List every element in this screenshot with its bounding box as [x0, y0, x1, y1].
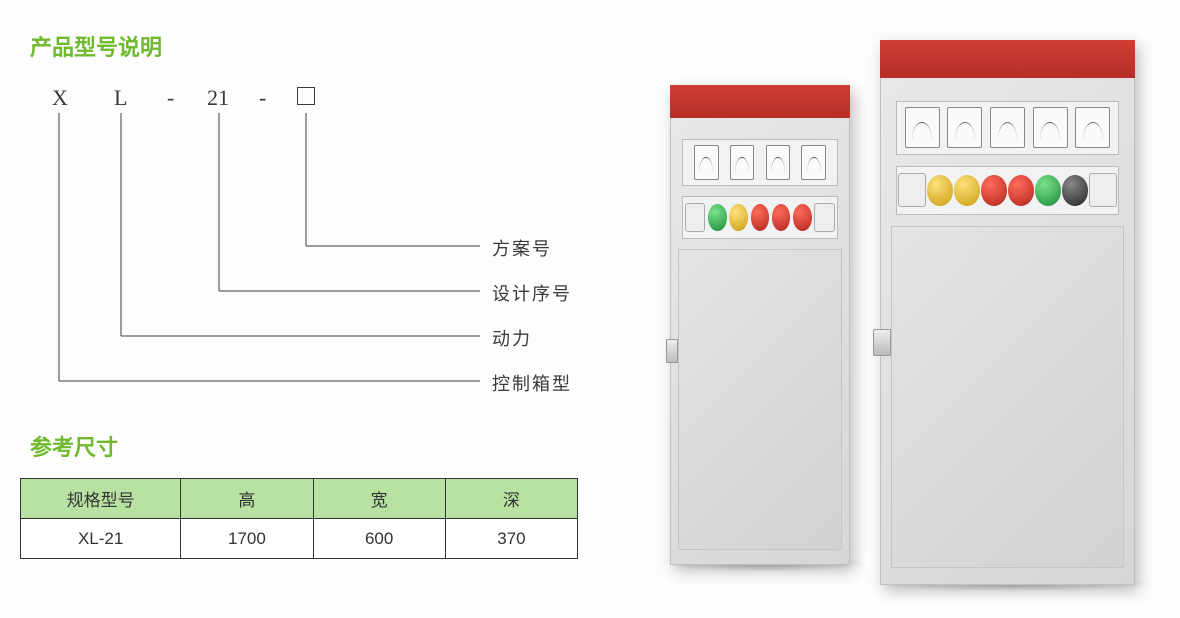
table-cell: 370	[445, 519, 577, 559]
shadow	[871, 574, 1154, 592]
title-reference-dimensions: 参考尺寸	[30, 430, 118, 462]
diagram-lines	[22, 113, 652, 393]
indicator-yel-icon	[927, 175, 953, 205]
indicator-red-icon	[751, 204, 770, 231]
table-header-cell: 深	[445, 479, 577, 519]
gauge-icon	[766, 145, 791, 181]
cabinet-small	[670, 85, 850, 565]
cabinet-top-strip	[880, 40, 1135, 78]
cabinet-door	[891, 226, 1124, 568]
rotary-switch-icon	[898, 173, 927, 207]
gauge-icon	[1075, 107, 1110, 148]
dimensions-table: 规格型号高宽深 XL-211700600370	[20, 478, 578, 559]
code-part-label: 方案号	[492, 235, 552, 261]
door-handle-icon	[873, 329, 891, 356]
gauge-icon	[1033, 107, 1068, 148]
table-header-cell: 规格型号	[21, 479, 181, 519]
code-part-placeholder-box	[297, 87, 315, 105]
indicator-yel-icon	[954, 175, 980, 205]
code-part: -	[259, 85, 266, 111]
indicator-red-icon	[772, 204, 791, 231]
gauge-icon	[730, 145, 755, 181]
control-panel	[682, 196, 839, 239]
code-part: X	[52, 85, 68, 111]
gauge-icon	[990, 107, 1025, 148]
cabinet-top-strip	[670, 85, 850, 118]
gauge-panel	[896, 101, 1119, 155]
code-part-label: 设计序号	[492, 280, 572, 306]
gauge-icon	[694, 145, 719, 181]
table-cell: 1700	[181, 519, 313, 559]
table-cell: 600	[313, 519, 445, 559]
table-header-cell: 高	[181, 479, 313, 519]
indicator-yel-icon	[729, 204, 748, 231]
indicator-red-icon	[1008, 175, 1034, 205]
rotary-switch-icon	[685, 203, 705, 233]
indicator-grn-icon	[708, 204, 727, 231]
code-part-label: 控制箱型	[492, 370, 572, 396]
cabinet-large	[880, 40, 1135, 585]
table-cell: XL-21	[21, 519, 181, 559]
rotary-switch-icon	[814, 203, 834, 233]
indicator-red-icon	[793, 204, 812, 231]
shadow	[661, 554, 869, 572]
gauge-icon	[801, 145, 826, 181]
door-handle-icon	[666, 339, 678, 363]
code-part: L	[114, 85, 127, 111]
indicator-grn-icon	[1035, 175, 1061, 205]
gauge-panel	[682, 139, 839, 187]
table-header-cell: 宽	[313, 479, 445, 519]
table-header-row: 规格型号高宽深	[21, 479, 578, 519]
indicator-red-icon	[981, 175, 1007, 205]
code-part: 21	[207, 85, 229, 111]
rotary-switch-icon	[1089, 173, 1118, 207]
gauge-icon	[947, 107, 982, 148]
model-number-diagram: X控制箱型L动力-21设计序号-方案号	[22, 85, 652, 385]
title-model-explanation: 产品型号说明	[30, 30, 162, 62]
cabinet-door	[678, 249, 842, 550]
cabinet-illustration-area	[670, 30, 1150, 600]
control-panel	[896, 166, 1119, 215]
indicator-blk-icon	[1062, 175, 1088, 205]
code-part: -	[167, 85, 174, 111]
gauge-icon	[905, 107, 940, 148]
table-row: XL-211700600370	[21, 519, 578, 559]
code-part-label: 动力	[492, 325, 532, 351]
